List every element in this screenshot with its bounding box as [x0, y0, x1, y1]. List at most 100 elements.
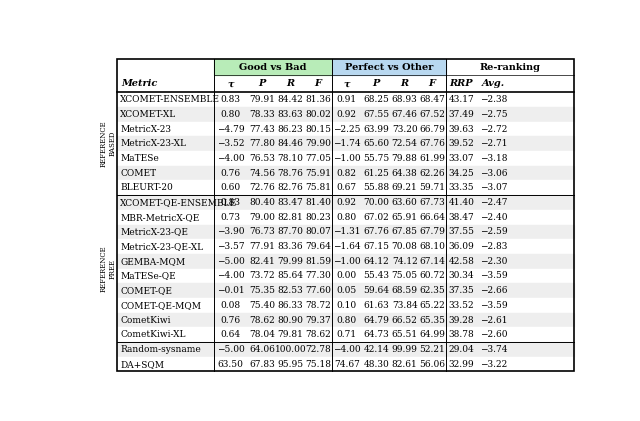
Text: 81.59: 81.59: [305, 257, 331, 266]
Text: 68.59: 68.59: [392, 286, 418, 295]
Bar: [117, 151, 573, 166]
Text: 73.84: 73.84: [392, 301, 417, 310]
Text: 33.35: 33.35: [449, 183, 474, 192]
Text: −2.30: −2.30: [480, 257, 508, 266]
Text: Metric: Metric: [121, 80, 157, 88]
Text: 79.91: 79.91: [249, 95, 275, 104]
Bar: [117, 136, 573, 151]
Text: 73.72: 73.72: [249, 272, 275, 280]
Text: −2.66: −2.66: [480, 286, 508, 295]
Text: 64.73: 64.73: [364, 330, 389, 339]
Text: 64.99: 64.99: [419, 330, 445, 339]
Text: 83.36: 83.36: [278, 242, 303, 251]
Text: R: R: [401, 80, 409, 88]
Bar: [117, 107, 573, 122]
Text: 95.95: 95.95: [277, 360, 303, 369]
Text: −4.00: −4.00: [333, 345, 361, 354]
Bar: [117, 92, 573, 107]
Text: 76.73: 76.73: [249, 227, 275, 237]
Text: 68.25: 68.25: [364, 95, 389, 104]
Text: 75.91: 75.91: [305, 169, 331, 178]
Text: 83.47: 83.47: [277, 198, 303, 207]
Text: 68.47: 68.47: [419, 95, 445, 104]
Text: 82.53: 82.53: [277, 286, 303, 295]
Bar: [117, 342, 573, 357]
Text: −5.00: −5.00: [217, 345, 244, 354]
Text: −4.00: −4.00: [217, 272, 244, 280]
Text: 0.64: 0.64: [221, 330, 241, 339]
Text: 78.76: 78.76: [277, 169, 303, 178]
Text: 77.91: 77.91: [249, 242, 275, 251]
Text: 79.88: 79.88: [392, 154, 417, 163]
Text: 86.23: 86.23: [278, 125, 303, 133]
Text: 76.53: 76.53: [249, 154, 275, 163]
Text: 0.00: 0.00: [337, 272, 357, 280]
Text: 0.10: 0.10: [337, 301, 357, 310]
Text: 61.99: 61.99: [419, 154, 445, 163]
Text: 63.50: 63.50: [218, 360, 244, 369]
Text: 67.85: 67.85: [392, 227, 418, 237]
Text: COMET-QE-MQM: COMET-QE-MQM: [120, 301, 201, 310]
Text: 0.73: 0.73: [221, 213, 241, 222]
Text: COMET-QE: COMET-QE: [120, 286, 172, 295]
Text: MetricX-23-QE-XL: MetricX-23-QE-XL: [120, 242, 204, 251]
Text: 68.10: 68.10: [419, 242, 445, 251]
Text: 37.49: 37.49: [449, 110, 474, 119]
Text: MetricX-23: MetricX-23: [120, 125, 171, 133]
Text: −3.22: −3.22: [480, 360, 508, 369]
Text: 0.92: 0.92: [337, 198, 357, 207]
Text: 33.52: 33.52: [449, 301, 474, 310]
Text: CometKiwi: CometKiwi: [120, 315, 171, 325]
Text: 82.41: 82.41: [249, 257, 275, 266]
Text: 87.70: 87.70: [277, 227, 303, 237]
Text: 39.63: 39.63: [449, 125, 474, 133]
Text: 56.06: 56.06: [419, 360, 445, 369]
Text: 63.60: 63.60: [392, 198, 417, 207]
Bar: [117, 269, 573, 283]
Text: −2.60: −2.60: [480, 330, 508, 339]
Text: 80.15: 80.15: [305, 125, 331, 133]
Text: 64.06: 64.06: [249, 345, 275, 354]
Bar: [117, 328, 573, 342]
Text: 64.38: 64.38: [392, 169, 417, 178]
Text: 79.64: 79.64: [305, 242, 331, 251]
Bar: [117, 166, 573, 181]
Text: 84.42: 84.42: [277, 95, 303, 104]
Text: 74.56: 74.56: [249, 169, 275, 178]
Text: 42.14: 42.14: [364, 345, 389, 354]
Text: REFERENCE
FREE: REFERENCE FREE: [100, 245, 117, 292]
Text: 86.33: 86.33: [278, 301, 303, 310]
Text: 77.43: 77.43: [249, 125, 275, 133]
Text: −1.74: −1.74: [333, 139, 361, 148]
Bar: [117, 195, 573, 210]
Text: 41.40: 41.40: [449, 198, 474, 207]
Text: 0.83: 0.83: [221, 95, 241, 104]
Text: −3.18: −3.18: [480, 154, 508, 163]
Text: 79.00: 79.00: [249, 213, 275, 222]
Text: 55.88: 55.88: [364, 183, 389, 192]
Text: 66.64: 66.64: [419, 213, 445, 222]
Text: 37.35: 37.35: [449, 286, 474, 295]
Text: 81.40: 81.40: [305, 198, 331, 207]
Text: 65.91: 65.91: [392, 213, 418, 222]
Text: 72.76: 72.76: [249, 183, 275, 192]
Text: 65.60: 65.60: [364, 139, 389, 148]
Text: 33.07: 33.07: [449, 154, 474, 163]
Text: 80.23: 80.23: [305, 213, 331, 222]
Text: 77.05: 77.05: [305, 154, 331, 163]
Text: −2.38: −2.38: [480, 95, 508, 104]
Text: 59.64: 59.64: [364, 286, 389, 295]
Text: −4.00: −4.00: [217, 154, 244, 163]
Text: 72.78: 72.78: [305, 345, 331, 354]
Text: 80.02: 80.02: [305, 110, 331, 119]
Text: Good vs Bad: Good vs Bad: [239, 63, 307, 72]
Text: 37.55: 37.55: [449, 227, 474, 237]
Text: 75.40: 75.40: [249, 301, 275, 310]
Text: 63.99: 63.99: [364, 125, 389, 133]
Text: −1.00: −1.00: [333, 257, 361, 266]
Text: 74.67: 74.67: [334, 360, 360, 369]
Text: 67.76: 67.76: [419, 139, 445, 148]
Text: 67.14: 67.14: [419, 257, 445, 266]
Text: MBR-MetricX-QE: MBR-MetricX-QE: [120, 213, 200, 222]
Text: −2.72: −2.72: [480, 125, 508, 133]
